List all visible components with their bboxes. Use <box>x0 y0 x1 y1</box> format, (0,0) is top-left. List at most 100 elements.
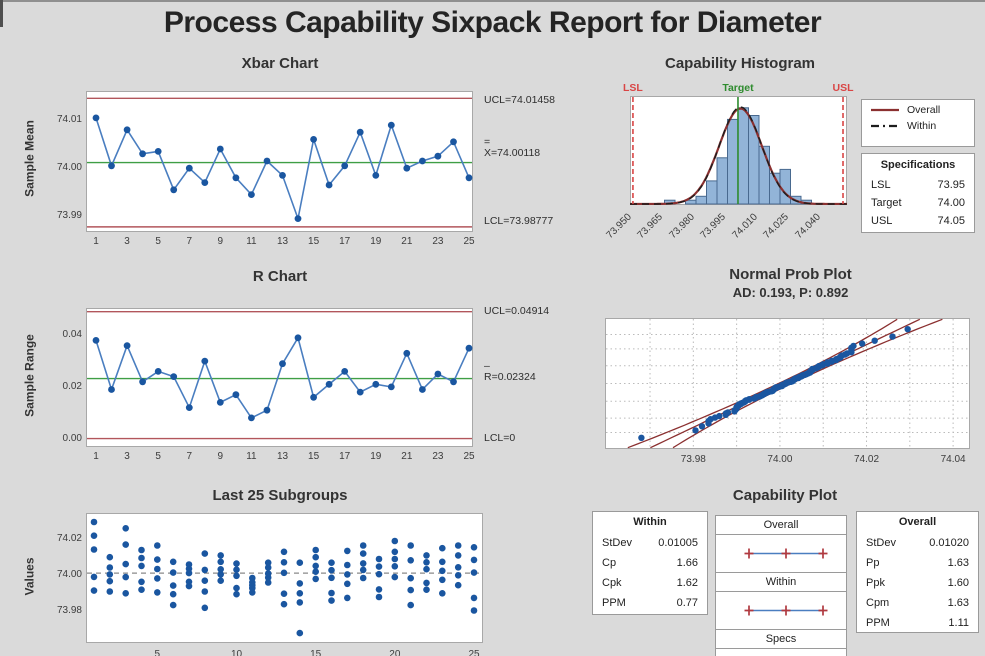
data-point <box>375 555 383 563</box>
last-25-subgroups-plot <box>86 513 483 643</box>
within-stat-label: PPM <box>602 597 626 609</box>
data-point <box>296 599 304 606</box>
data-point <box>264 579 272 586</box>
overall-stat-row-stdev: StDev 0.01020 <box>857 533 978 553</box>
data-point <box>169 590 177 598</box>
r-bar-label: R=0.02324 <box>484 371 536 383</box>
data-point <box>391 573 399 581</box>
data-point <box>638 434 645 441</box>
data-point <box>279 172 286 179</box>
data-point <box>439 567 446 575</box>
r-y-axis-label: Sample Range <box>22 334 37 417</box>
x-tick: 21 <box>401 451 413 462</box>
data-point <box>419 157 426 165</box>
y-tick: 73.99 <box>56 210 82 222</box>
xbar-chart-plot <box>86 91 473 232</box>
data-point <box>359 542 367 549</box>
data-point <box>122 573 129 581</box>
data-point <box>217 571 224 578</box>
y-tick: 74.02 <box>56 533 82 545</box>
data-point <box>698 423 706 430</box>
histogram-bar <box>727 118 739 205</box>
r-bar-overbar: – <box>484 360 490 372</box>
data-point <box>122 560 129 568</box>
data-point <box>387 121 395 129</box>
data-point <box>450 378 457 386</box>
interval-plus-marker <box>744 548 754 559</box>
data-point <box>249 574 256 582</box>
xbar-y-axis-label: Sample Mean <box>22 120 37 197</box>
data-point <box>201 588 209 595</box>
window-edge-top <box>0 0 985 2</box>
within-stat-value: 0.01005 <box>658 537 698 549</box>
x-tick: 5 <box>155 451 161 462</box>
data-point <box>232 174 240 182</box>
capability-interval-panel: Overall Within Specs <box>715 515 847 656</box>
within-stat-row-cpk: Cpk 1.62 <box>593 573 707 593</box>
y-tick: 74.00 <box>56 162 82 174</box>
r-chart-title: R Chart <box>252 268 308 285</box>
data-point <box>470 594 478 602</box>
within-stats-box: Within StDev 0.01005 Cp 1.66 Cpk 1.62 PPM 0.77 <box>592 511 708 615</box>
legend: Overall Within <box>861 99 975 147</box>
spec-lsl-value: 73.95 <box>937 179 965 191</box>
x-tick: 3 <box>124 236 130 247</box>
data-point <box>391 548 399 556</box>
data-point <box>154 148 162 155</box>
data-point <box>263 406 271 414</box>
data-point <box>434 152 442 160</box>
spec-row-target: Target 74.00 <box>862 194 974 212</box>
overall-stat-label: StDev <box>866 537 896 549</box>
within-stat-value: 0.77 <box>676 597 698 609</box>
data-point <box>296 559 304 566</box>
data-point <box>407 542 415 549</box>
lsl-label: LSL <box>623 82 643 94</box>
data-point <box>122 541 129 548</box>
data-point <box>391 537 399 545</box>
data-point <box>344 580 351 588</box>
data-point <box>280 600 288 608</box>
data-point <box>375 563 383 570</box>
xbar-ucl-label: UCL=74.01458 <box>484 94 555 106</box>
data-point <box>312 546 319 554</box>
data-point <box>454 581 462 589</box>
data-point <box>724 409 732 416</box>
data-point <box>169 601 177 609</box>
x-tick: 17 <box>339 451 351 462</box>
data-point <box>90 532 98 539</box>
overall-stat-value: 1.63 <box>947 597 969 609</box>
data-point <box>280 590 288 597</box>
overall-stats-box: Overall StDev 0.01020 Pp 1.63 Ppk 1.60 Cpm 1.63… <box>856 511 979 633</box>
data-point <box>106 571 114 578</box>
interval-plus-marker <box>818 548 828 559</box>
data-point <box>470 556 478 564</box>
overall-stat-label: PPM <box>866 617 890 629</box>
data-point <box>328 559 335 566</box>
within-stat-row-cp: Cp 1.66 <box>593 553 707 573</box>
data-point <box>139 378 146 386</box>
x-tick: 9 <box>217 236 224 247</box>
x-tick: 9 <box>217 451 224 462</box>
normal-prob-plot <box>605 318 970 449</box>
data-point <box>90 518 98 526</box>
data-point <box>106 553 114 561</box>
x-tick: 1 <box>93 236 99 247</box>
data-point <box>169 582 177 589</box>
capability-plot-title: Capability Plot <box>732 487 838 504</box>
x-tick: 1 <box>93 451 99 462</box>
data-point <box>904 326 911 333</box>
within-stats-title: Within <box>633 516 667 528</box>
data-point <box>154 565 161 573</box>
data-point <box>138 554 145 562</box>
data-point <box>450 138 457 146</box>
within-stat-label: Cp <box>602 557 617 569</box>
data-point <box>359 566 367 574</box>
data-point <box>233 590 240 598</box>
data-point <box>90 587 98 594</box>
x-tick: 74.00 <box>767 454 793 465</box>
data-point <box>154 542 161 549</box>
data-point <box>344 561 351 569</box>
x-tick: 73.98 <box>680 454 706 465</box>
overall-stat-label: Pp <box>866 557 880 569</box>
data-point <box>359 550 367 557</box>
